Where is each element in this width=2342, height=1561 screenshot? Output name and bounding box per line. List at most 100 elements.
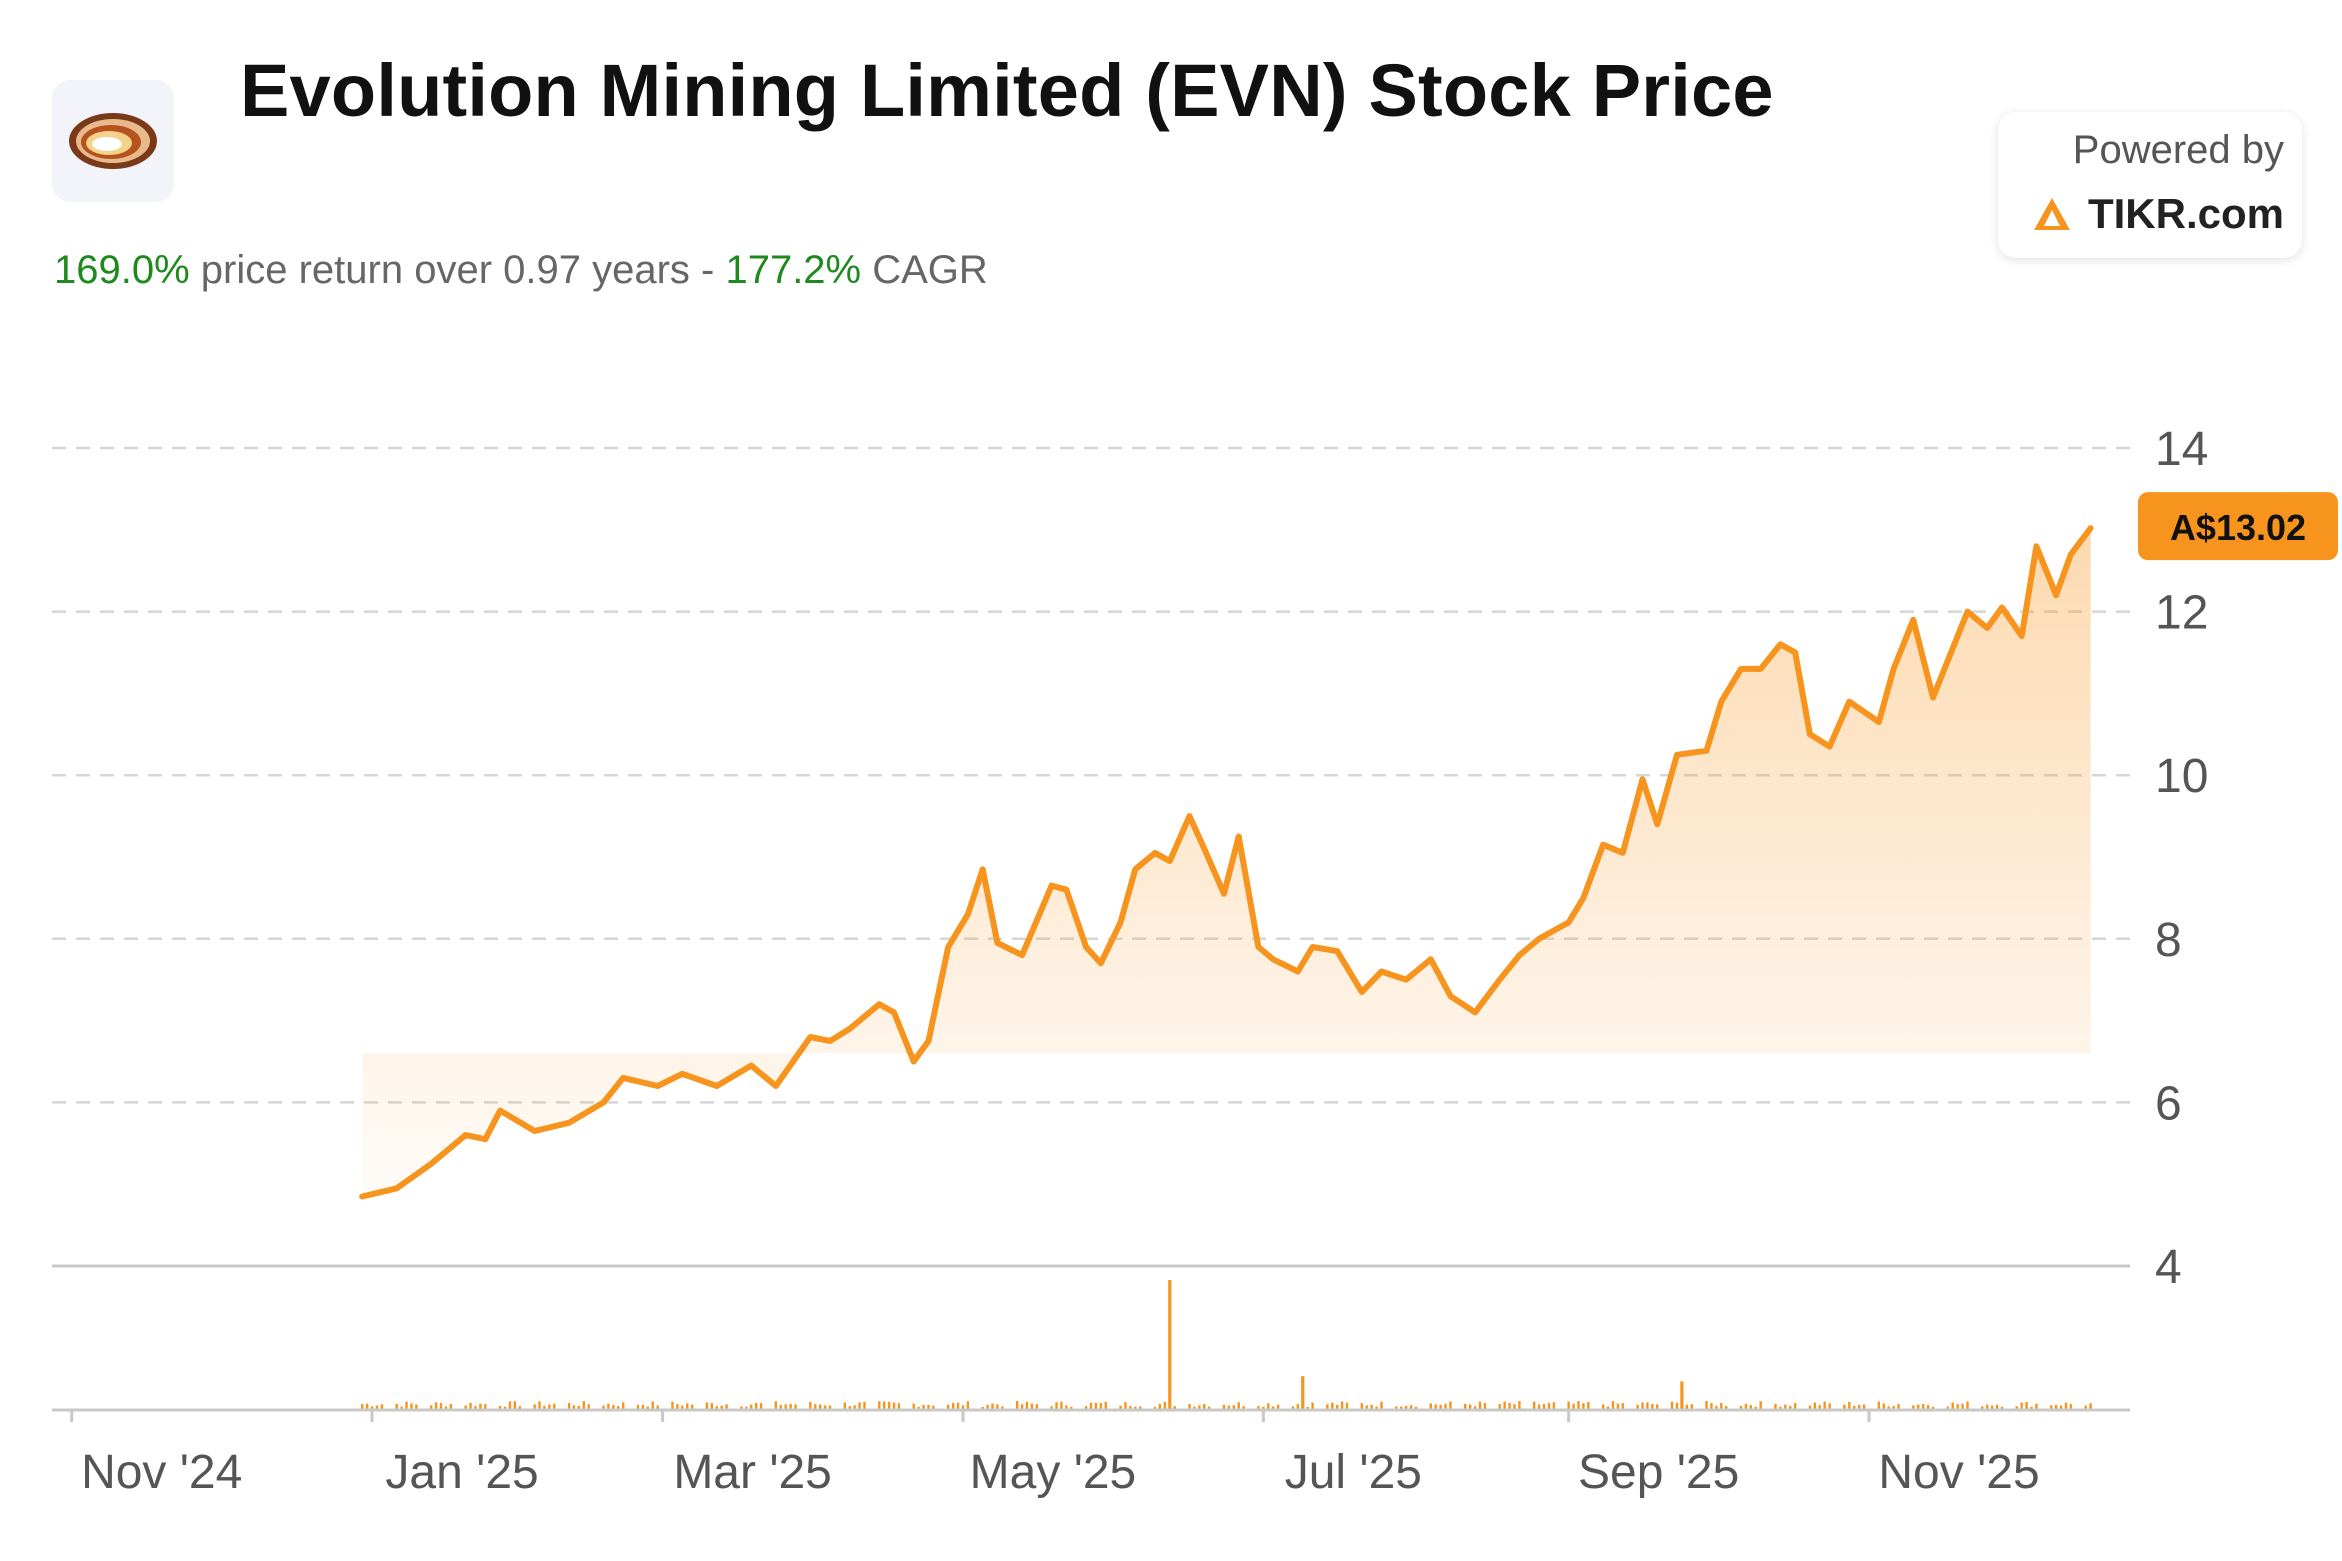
- volume-bar: [1296, 1404, 1300, 1410]
- volume-bar: [1606, 1406, 1610, 1410]
- volume-bar: [572, 1405, 576, 1410]
- y-tick-label-4: 4: [2155, 1241, 2182, 1294]
- volume-bar: [617, 1406, 620, 1410]
- volume-bar: [745, 1406, 748, 1410]
- volume-bar: [932, 1405, 935, 1410]
- volume-bar: [1188, 1404, 1191, 1410]
- volume-bar: [774, 1401, 778, 1410]
- company-logo: [52, 80, 174, 202]
- volume-bar: [513, 1401, 517, 1410]
- volume-bar: [375, 1405, 379, 1410]
- volume-bar: [1912, 1405, 1915, 1410]
- volume-bar: [1818, 1405, 1821, 1410]
- volume-bar: [1365, 1405, 1368, 1410]
- volume-bar: [1646, 1402, 1649, 1410]
- price-return-value: 169.0%: [54, 248, 190, 292]
- volume-bar: [484, 1404, 487, 1410]
- volume-bar: [715, 1406, 718, 1410]
- volume-bar: [429, 1405, 433, 1410]
- volume-bar: [641, 1404, 645, 1410]
- volume-bar: [1429, 1403, 1432, 1410]
- volume-bar: [1587, 1402, 1590, 1410]
- volume-bar: [1139, 1406, 1142, 1410]
- volume-bar: [1759, 1401, 1762, 1410]
- volume-bar: [1444, 1403, 1447, 1410]
- volume-bar: [1789, 1405, 1792, 1410]
- volume-bar: [1951, 1402, 1954, 1410]
- chart-title: Evolution Mining Limited (EVN) Stock Pri…: [240, 49, 1774, 132]
- y-tick-label-6: 6: [2155, 1077, 2182, 1130]
- volume-bar: [1203, 1404, 1206, 1410]
- volume-bar: [582, 1401, 586, 1410]
- volume-bar: [1956, 1404, 1959, 1410]
- volume-spike: [1168, 1280, 1172, 1410]
- volume-bar: [1616, 1403, 1620, 1410]
- volume-bar: [1104, 1401, 1107, 1410]
- volume-bar: [853, 1405, 856, 1410]
- y-tick-label-14: 14: [2155, 423, 2208, 476]
- volume-bar: [1690, 1404, 1693, 1410]
- volume-bar: [1473, 1406, 1477, 1410]
- x-tick-label: May '25: [970, 1446, 1137, 1499]
- volume-bar: [1572, 1403, 1575, 1410]
- volume-bar: [1636, 1404, 1639, 1410]
- volume-bar: [1306, 1406, 1309, 1410]
- volume-bar: [1611, 1401, 1615, 1410]
- volume-bar: [750, 1404, 753, 1410]
- volume-bar: [651, 1401, 654, 1410]
- volume-bar: [1163, 1402, 1167, 1410]
- volume-bar: [814, 1404, 817, 1410]
- volume-bar: [1744, 1403, 1748, 1410]
- volume-bar: [370, 1406, 374, 1410]
- volume-bar: [1946, 1406, 1950, 1410]
- volume-bar: [1685, 1404, 1689, 1410]
- volume-bar: [1119, 1405, 1122, 1410]
- price-area-fill: [362, 528, 2091, 1197]
- x-tick-label: Nov '24: [81, 1446, 242, 1499]
- volume-bar: [912, 1403, 915, 1410]
- volume-bar: [809, 1401, 812, 1410]
- volume-bar: [434, 1402, 438, 1410]
- volume-bar: [1242, 1406, 1245, 1410]
- volume-bar: [1651, 1403, 1654, 1410]
- volume-bar: [1237, 1402, 1240, 1410]
- volume-bar: [1483, 1403, 1487, 1410]
- volume-bar: [1099, 1403, 1103, 1410]
- volume-bar: [1995, 1404, 1999, 1410]
- volume-bar: [1271, 1406, 1275, 1410]
- volume-bar: [1478, 1401, 1482, 1410]
- volume-bar: [1257, 1406, 1260, 1410]
- volume-bar: [612, 1405, 615, 1410]
- price-line: [359, 525, 2094, 1200]
- volume-bar: [410, 1403, 413, 1410]
- volume-bar: [991, 1403, 994, 1410]
- volume-bar: [1892, 1406, 1895, 1410]
- volume-bar: [1990, 1405, 1994, 1410]
- volume-bar: [1400, 1406, 1403, 1410]
- volume-bar: [1326, 1404, 1329, 1410]
- powered-by-badge[interactable]: Powered by TIKR.com: [1998, 112, 2302, 258]
- volume-bar: [1853, 1405, 1856, 1410]
- volume-bar: [1340, 1401, 1344, 1410]
- volume-bar: [878, 1401, 881, 1410]
- y-tick-label-8: 8: [2155, 914, 2182, 967]
- volume-bar: [1434, 1404, 1437, 1410]
- volume-bar: [1207, 1406, 1211, 1410]
- volume-bar: [1291, 1406, 1295, 1410]
- volume-bar: [449, 1404, 453, 1410]
- volume-bar: [469, 1402, 472, 1410]
- volume-bar: [636, 1404, 640, 1410]
- volume-bar: [1025, 1401, 1029, 1410]
- volume-bar: [395, 1403, 398, 1410]
- volume-bar: [1065, 1405, 1068, 1410]
- volume-bar: [361, 1404, 364, 1410]
- volume-bar: [553, 1403, 556, 1410]
- volume-bar: [1055, 1402, 1058, 1410]
- volume-bar: [784, 1404, 787, 1410]
- tikr-triangle-icon: [2034, 198, 2070, 230]
- volume-bar: [2030, 1406, 2033, 1410]
- volume-bar: [2020, 1402, 2023, 1410]
- volume-bar: [1779, 1406, 1782, 1410]
- volume-bar: [1882, 1403, 1885, 1410]
- volume-bar: [2000, 1406, 2004, 1410]
